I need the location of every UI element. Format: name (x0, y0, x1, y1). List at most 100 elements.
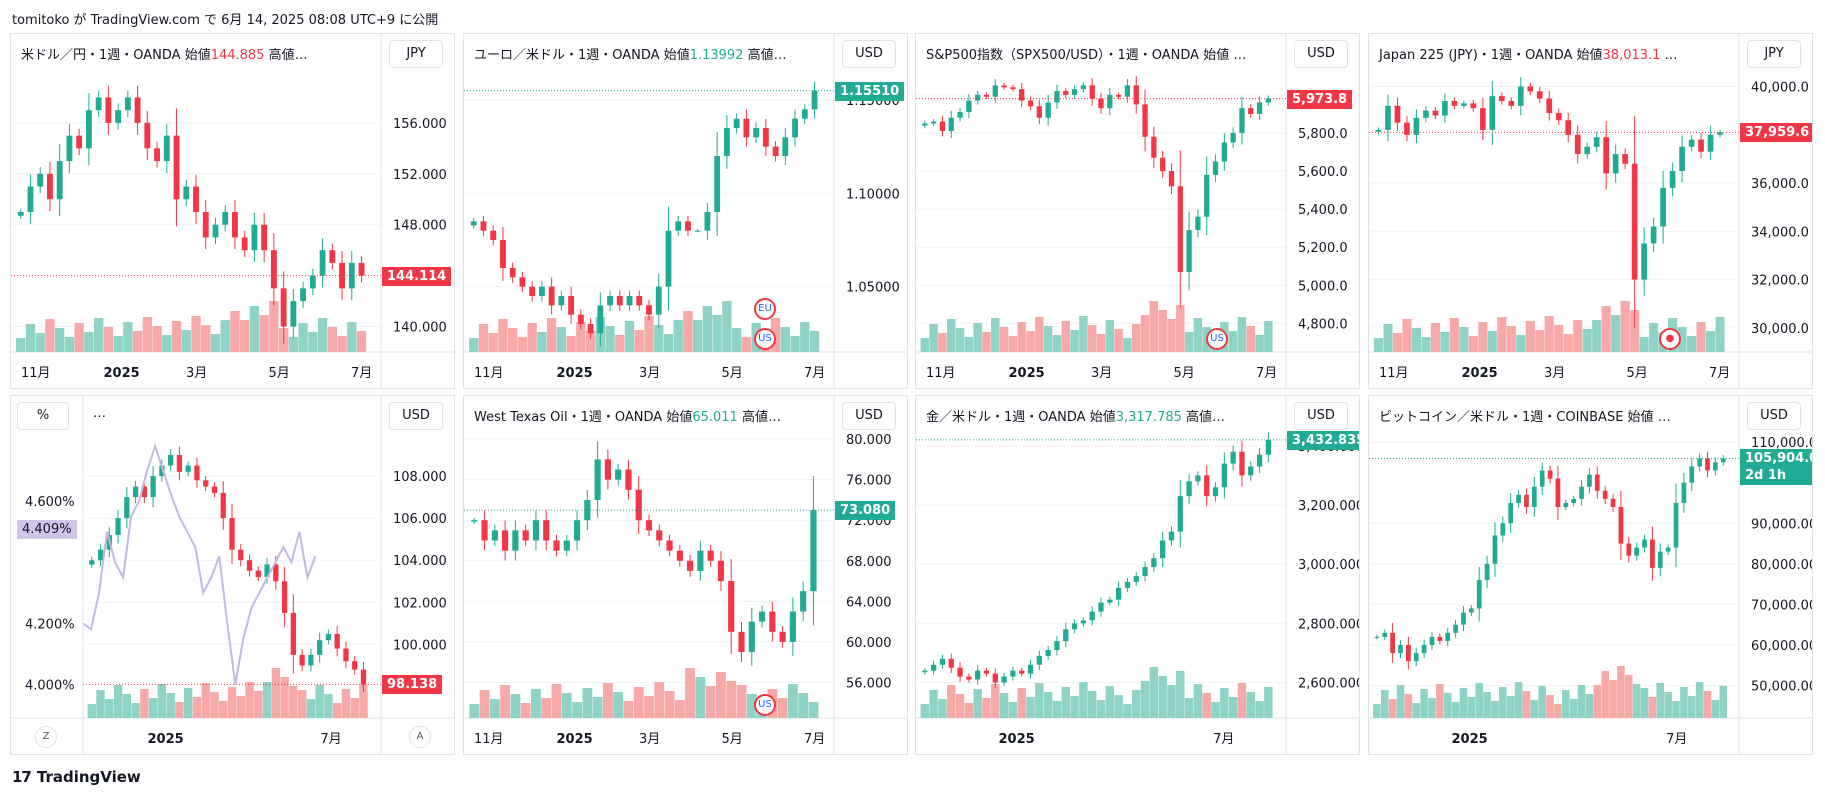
event-flag-jp-icon[interactable]: ● (1659, 328, 1681, 350)
candle-body (1593, 137, 1600, 147)
candle-body (1001, 85, 1007, 88)
volume-bar (592, 697, 603, 718)
chart-panel-xauusd[interactable]: 3,400.0003,200.0003,000.0002,800.0002,60… (915, 395, 1360, 755)
volume-bar (181, 330, 191, 352)
volume-bar (1554, 325, 1564, 352)
candle-body (1508, 100, 1515, 106)
currency-button[interactable]: USD (1294, 402, 1348, 430)
volume-bar (469, 704, 480, 718)
volume-bar (1506, 696, 1515, 718)
currency-button[interactable]: USD (389, 402, 443, 430)
volume-bar (1530, 700, 1539, 718)
candle-body (728, 581, 735, 632)
candle-body (1720, 458, 1726, 463)
title-tail: 高値… (1181, 410, 1226, 425)
y-tick-label: 34,000.0 (1751, 225, 1809, 240)
candle-body (694, 230, 701, 232)
currency-button[interactable]: JPY (1747, 40, 1801, 68)
event-flag-us-icon[interactable]: US (754, 328, 776, 350)
volume-bar (527, 323, 537, 352)
candle-body (1177, 496, 1183, 532)
candle-body (325, 633, 332, 641)
volume-bar (531, 689, 541, 718)
candle-body (723, 128, 730, 156)
volume-bar (132, 331, 143, 352)
candle-body (1151, 558, 1157, 568)
currency-button[interactable]: USD (842, 402, 896, 430)
volume-bar (1388, 699, 1397, 718)
volume-bar (1428, 698, 1436, 718)
y-tick-label: 30,000.0 (1751, 322, 1809, 337)
event-flag-eu-icon[interactable]: EU (754, 298, 776, 320)
currency-button[interactable]: JPY (389, 40, 443, 68)
chart-panel-jp225[interactable]: 40,000.038,000.036,000.034,000.032,000.0… (1368, 33, 1813, 389)
volume-bar (1193, 318, 1203, 352)
candle-body (105, 97, 112, 123)
candle-body (1195, 475, 1201, 482)
title-tail: 高値… (264, 48, 308, 63)
volume-bar (1402, 319, 1412, 352)
volume-bar (1228, 697, 1238, 718)
candle-body (1230, 451, 1236, 464)
volume-bar (702, 306, 713, 352)
candle-body (1404, 122, 1410, 135)
currency-button[interactable]: USD (1747, 402, 1801, 430)
volume-bar (1061, 687, 1070, 718)
volume-bar (171, 321, 182, 352)
volume-bar (1035, 683, 1044, 718)
volume-bar (280, 677, 289, 718)
candle-body (202, 212, 209, 238)
candle-body (656, 530, 663, 541)
volume-bar (1554, 704, 1562, 718)
auto-scale-button[interactable]: A (409, 726, 431, 748)
volume-bar (510, 694, 521, 718)
volume-bar (1140, 681, 1150, 718)
volume-bar (1585, 694, 1594, 718)
candle-body (1027, 100, 1034, 107)
currency-button[interactable]: USD (1294, 40, 1348, 68)
tradingview-logo-icon: 𝟭𝟳 (12, 768, 32, 786)
zoom-button[interactable]: Z (35, 726, 57, 748)
chart-panel-wti[interactable]: 80.000 76.000 72.000 68.000 64.000 60.000 56.0… (463, 395, 908, 755)
volume-bar (350, 698, 359, 718)
candle-body (626, 296, 633, 306)
candle-body (1650, 226, 1657, 244)
candle-body (141, 486, 147, 498)
candle-body (124, 497, 130, 519)
candle-body (348, 262, 355, 289)
volume-bar (1096, 334, 1106, 352)
candle-body (1634, 547, 1640, 556)
volume-bar (210, 334, 221, 352)
volume-bar (947, 319, 956, 352)
chart-panel-btcusd[interactable]: 110,000.00 90,000.00 80,000.00 70,000.00 60,… (1368, 395, 1813, 755)
volume-bar (1719, 686, 1728, 718)
footer-brand: TradingView (36, 768, 141, 786)
symbol-title: West Texas Oil・1週・OANDA (474, 410, 663, 425)
chart-panel-eurusd[interactable]: 1.15000 1.10000 1.05000 11月 2025 3月 5月 7月 ユーロ／米ド… (463, 33, 908, 389)
volume-bar (1264, 687, 1273, 718)
open-label: 始値 (1623, 410, 1654, 425)
chart-panel-spx[interactable]: 6,000.05,800.05,600.05,400.05,200.05,000… (915, 33, 1360, 389)
volume-bar (808, 702, 819, 718)
volume-bar (546, 318, 557, 352)
tradingview-footer: 𝟭𝟳 TradingView (12, 768, 141, 786)
candle-body (1212, 487, 1219, 497)
candle-body (930, 121, 937, 124)
candle-body (222, 212, 229, 225)
percent-unit-button[interactable]: % (17, 402, 69, 430)
x-tick-label: 7月 (1213, 732, 1234, 747)
chart-panel-usdjpy[interactable]: 156.000 152.000 148.000 140.000 11月 2025 3月 5月 7… (10, 33, 455, 389)
chart-panel-us10y[interactable]: 108.000 106.000 104.000 102.000 100.000 4.600… (10, 395, 455, 755)
candle-body (290, 301, 297, 327)
event-flag-us-icon[interactable]: US (1206, 328, 1228, 350)
volume-bar (1373, 704, 1381, 718)
volume-bar (1264, 321, 1273, 352)
event-flag-us-icon[interactable]: US (754, 694, 776, 716)
candle-body (769, 611, 776, 632)
candle-body (1115, 94, 1122, 97)
candle-body (1010, 87, 1016, 90)
volume-bar (1392, 333, 1403, 352)
volume-bar (1703, 691, 1712, 718)
volume-bar (1487, 331, 1497, 352)
currency-button[interactable]: USD (842, 40, 896, 68)
